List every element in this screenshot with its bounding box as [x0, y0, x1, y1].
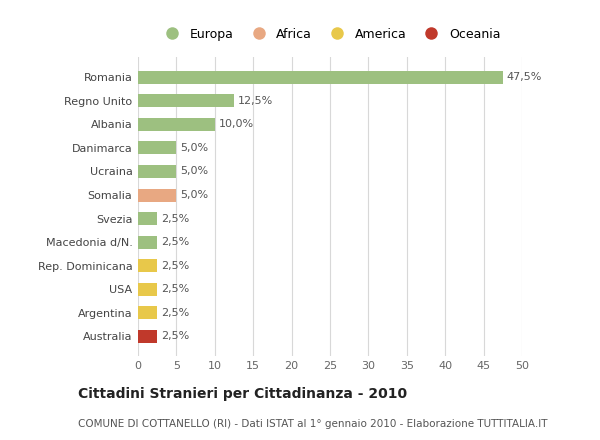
Text: Cittadini Stranieri per Cittadinanza - 2010: Cittadini Stranieri per Cittadinanza - 2…: [78, 387, 407, 401]
Bar: [138, 189, 176, 202]
Bar: [138, 141, 176, 154]
Text: 2,5%: 2,5%: [161, 331, 189, 341]
Bar: [138, 283, 157, 296]
Text: 5,0%: 5,0%: [180, 190, 208, 200]
Bar: [138, 212, 157, 225]
Text: 12,5%: 12,5%: [238, 96, 273, 106]
Bar: [138, 165, 176, 178]
Text: 47,5%: 47,5%: [506, 72, 542, 82]
Bar: [138, 118, 215, 131]
Bar: [138, 236, 157, 249]
Text: 2,5%: 2,5%: [161, 213, 189, 224]
Text: 2,5%: 2,5%: [161, 308, 189, 318]
Bar: [138, 94, 234, 107]
Text: 5,0%: 5,0%: [180, 143, 208, 153]
Text: 10,0%: 10,0%: [218, 119, 254, 129]
Text: 5,0%: 5,0%: [180, 166, 208, 176]
Bar: [138, 306, 157, 319]
Legend: Europa, Africa, America, Oceania: Europa, Africa, America, Oceania: [160, 28, 500, 40]
Bar: [138, 330, 157, 343]
Text: 2,5%: 2,5%: [161, 284, 189, 294]
Text: COMUNE DI COTTANELLO (RI) - Dati ISTAT al 1° gennaio 2010 - Elaborazione TUTTITA: COMUNE DI COTTANELLO (RI) - Dati ISTAT a…: [78, 419, 548, 429]
Text: 2,5%: 2,5%: [161, 237, 189, 247]
Bar: [138, 71, 503, 84]
Text: 2,5%: 2,5%: [161, 260, 189, 271]
Bar: [138, 259, 157, 272]
